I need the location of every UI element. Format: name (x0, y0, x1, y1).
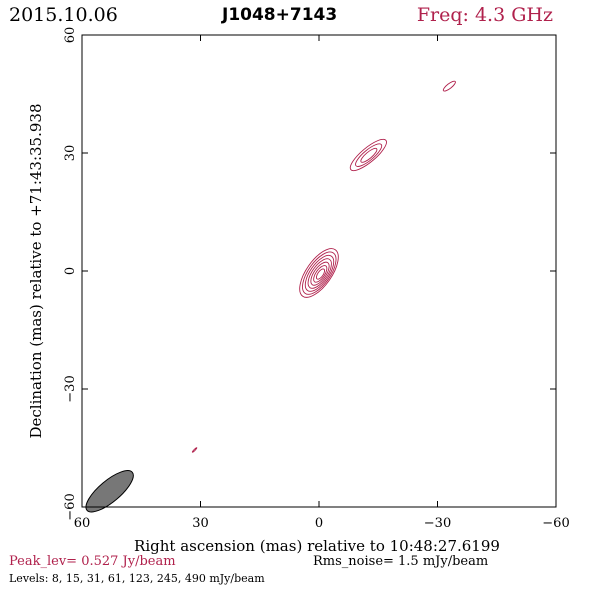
x-axis-label: Right ascension (mas) relative to 10:48:… (134, 537, 500, 555)
y-tick-label: 0 (63, 267, 78, 275)
contour-core-level-6 (313, 265, 328, 283)
contour-layer (191, 80, 456, 453)
peak-level: Peak_lev= 0.527 Jy/beam (9, 554, 176, 569)
contour-spot-level-1 (191, 447, 198, 453)
y-tick-label: −60 (63, 493, 78, 520)
y-axis-label: Declination (mas) relative to +71:43:35.… (27, 103, 45, 438)
contour-core-level-1 (299, 248, 339, 298)
y-tick-label: 30 (63, 145, 78, 162)
contour-levels: Levels: 8, 15, 31, 61, 123, 245, 490 mJy… (9, 572, 265, 585)
tick-layer: 60 30 0 −30 −60 −60 −30 0 30 60 (63, 27, 570, 531)
x-tick-label: −60 (542, 516, 569, 531)
x-tick-label: 60 (74, 516, 91, 531)
contour-jet-inner-level-1 (349, 138, 387, 172)
contour-core-level-2 (302, 251, 337, 295)
source-name: J1048+7143 (222, 5, 338, 25)
contour-jet-inner-level-2 (355, 143, 383, 167)
contour-core-level-4 (307, 258, 332, 289)
observation-date: 2015.10.06 (9, 4, 118, 26)
x-tick-label: 0 (315, 516, 323, 531)
contour-core-level-5 (310, 261, 330, 286)
rms-noise: Rms_noise= 1.5 mJy/beam (313, 554, 489, 569)
x-tick-label: 30 (192, 516, 209, 531)
y-tick-label: −30 (63, 375, 78, 402)
contour-core-level-7 (315, 268, 326, 280)
x-tick-label: −30 (424, 516, 451, 531)
frequency-label: Freq: 4.3 GHz (416, 4, 553, 26)
beam-ellipse (85, 470, 134, 513)
beam-layer (85, 470, 134, 513)
contour-core-level-3 (304, 254, 335, 292)
contour-jet-inner-level-3 (360, 147, 378, 163)
y-tick-label: 60 (63, 27, 78, 44)
contour-jet-outer-level-1 (442, 80, 456, 92)
